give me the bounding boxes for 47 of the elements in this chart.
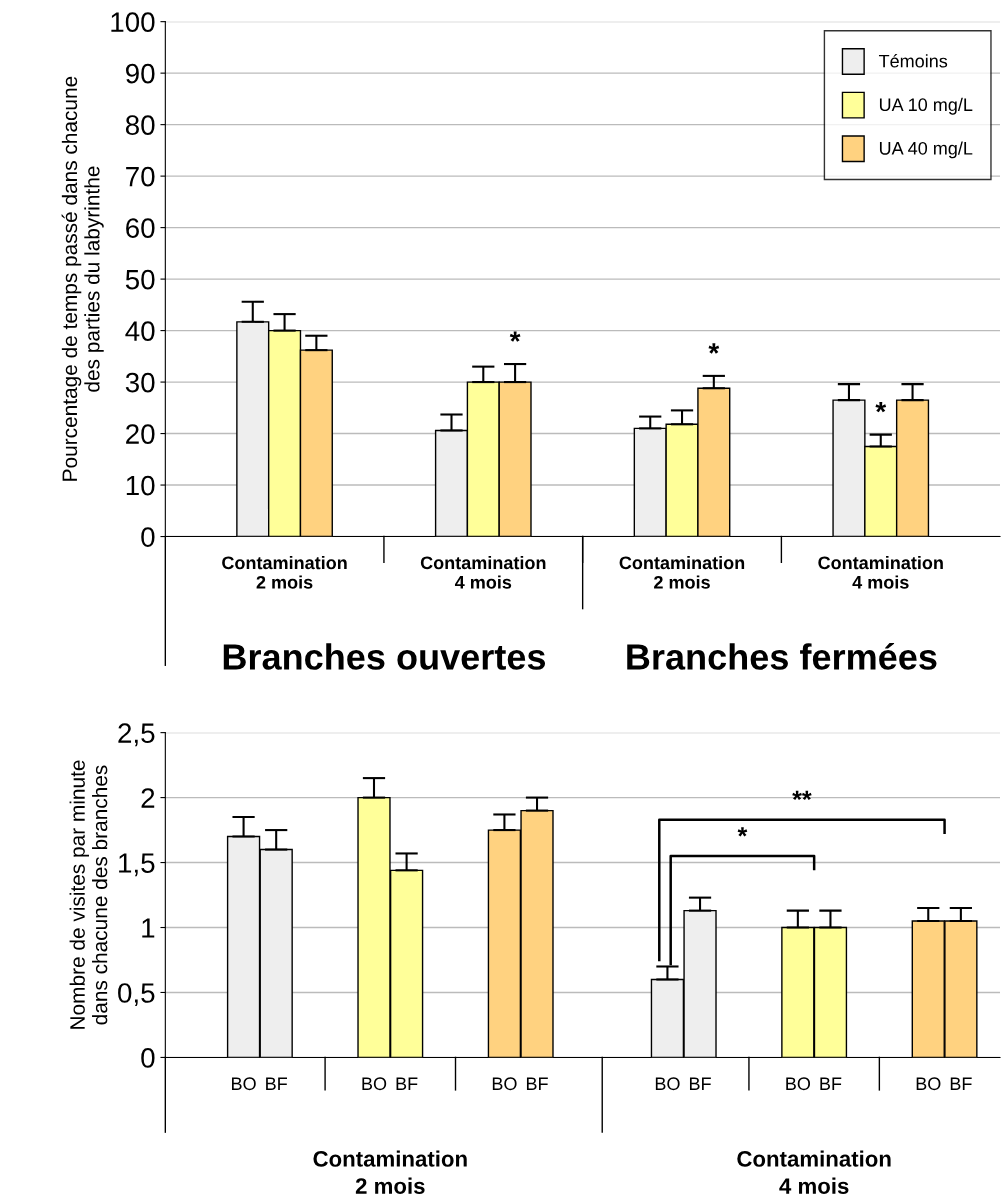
text: Contamination 4 mois [737, 1150, 891, 1194]
legend-label: Témoins [878, 54, 948, 68]
y-axis-title: Pourcentage de temps passé dans chacune des parties du labyrinthe [61, 76, 104, 481]
y-tick-label: 30 [125, 372, 155, 393]
legend-label: UA 10 mg/L [879, 97, 973, 115]
x-tick-label: BF [396, 1077, 418, 1090]
y-tick-label: 20 [126, 424, 155, 444]
x-tick-label: BF [526, 1077, 548, 1090]
y-tick-label: 10 [126, 475, 155, 496]
x-tick-label: BO [786, 1077, 811, 1091]
x-tick-label: BO [232, 1077, 256, 1091]
y-tick-label: 2,5 [118, 723, 155, 747]
text: Branches fermées [627, 642, 937, 670]
y-tick-label: 40 [125, 321, 155, 341]
x-tick-label: BF [689, 1077, 711, 1090]
text: Branches ouvertes [223, 643, 546, 670]
x-tick-label: BO [916, 1077, 941, 1091]
y-axis-title: Nombre de visites par minute dans chacune des branches [69, 760, 108, 1029]
x-tick-label: BO [492, 1077, 517, 1091]
x-tick-label: Contamination 4 mois [818, 555, 943, 589]
legend-label: UA 40 mg/L [879, 141, 973, 159]
y-tick-label: 80 [125, 115, 155, 135]
text: Contamination 2 mois [313, 1150, 467, 1194]
y-tick-label: 70 [126, 166, 155, 187]
y-tick-label: 1 [142, 918, 155, 938]
annotation: * [737, 827, 748, 837]
x-tick-label: BO [655, 1077, 680, 1091]
x-tick-label: BF [266, 1077, 287, 1090]
annotation: * [875, 401, 887, 413]
y-tick-label: 100 [111, 12, 155, 32]
x-tick-label: Contamination 2 mois [222, 555, 347, 589]
x-tick-label: Contamination 2 mois [619, 555, 745, 589]
x-tick-label: BF [950, 1077, 972, 1090]
y-tick-label: 0 [141, 1048, 155, 1068]
y-tick-label: 2 [141, 788, 155, 808]
y-tick-label: 50 [125, 269, 155, 290]
y-tick-label: 0,5 [118, 983, 155, 1007]
y-tick-label: 1,5 [119, 853, 155, 877]
x-tick-label: Contamination 4 mois [420, 555, 546, 589]
annotation: * [708, 343, 720, 354]
y-tick-label: 90 [126, 63, 155, 84]
x-tick-label: BO [362, 1077, 387, 1091]
y-tick-label: 60 [126, 218, 155, 238]
annotation: ** [792, 790, 812, 801]
x-tick-label: BF [820, 1077, 842, 1090]
annotation: * [509, 331, 521, 342]
y-tick-label: 0 [141, 527, 155, 547]
